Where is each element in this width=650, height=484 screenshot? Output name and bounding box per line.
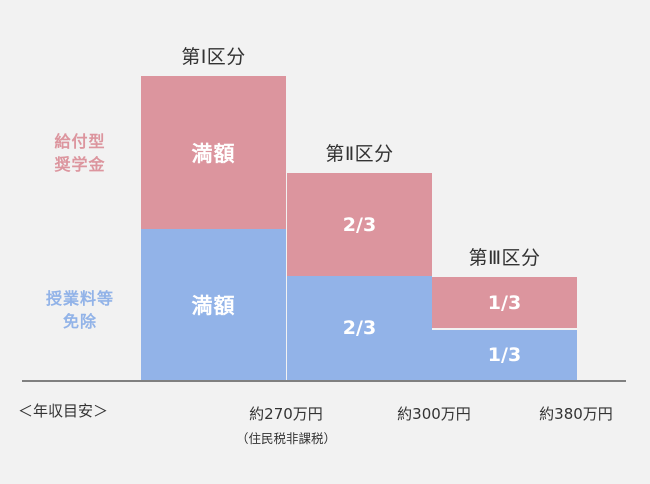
baseline [22, 380, 626, 382]
income-tier2: 約300万円 [397, 405, 471, 423]
grant-label-line2: 奨学金 [54, 155, 106, 174]
tier3-header: 第Ⅲ区分 [468, 247, 541, 269]
tier2-waiver-block: 2/3 [287, 276, 432, 380]
tier3-divider [432, 328, 577, 330]
tier2-header: 第Ⅱ区分 [325, 143, 394, 165]
grant-label: 給付型 奨学金 [30, 130, 130, 176]
tier2-grant-block: 2/3 [287, 173, 432, 276]
income-tier1: 約270万円 [249, 405, 323, 423]
income-tier1-note: （住民税非課税） [235, 431, 336, 446]
tier1-header: 第Ⅰ区分 [181, 46, 246, 68]
waiver-label-line2: 免除 [62, 312, 97, 331]
waiver-label: 授業料等 免除 [30, 287, 130, 333]
income-axis-label: ＜年収目安＞ [18, 402, 109, 420]
tier3-grant-block: 1/3 [432, 277, 577, 328]
waiver-label-line1: 授業料等 [45, 289, 114, 308]
tier1-waiver-block: 満額 [141, 229, 286, 380]
income-tier3: 約380万円 [539, 405, 613, 423]
tier1-grant-block: 満額 [141, 76, 286, 229]
tier3-waiver-block: 1/3 [432, 330, 577, 380]
grant-label-line1: 給付型 [54, 132, 106, 151]
